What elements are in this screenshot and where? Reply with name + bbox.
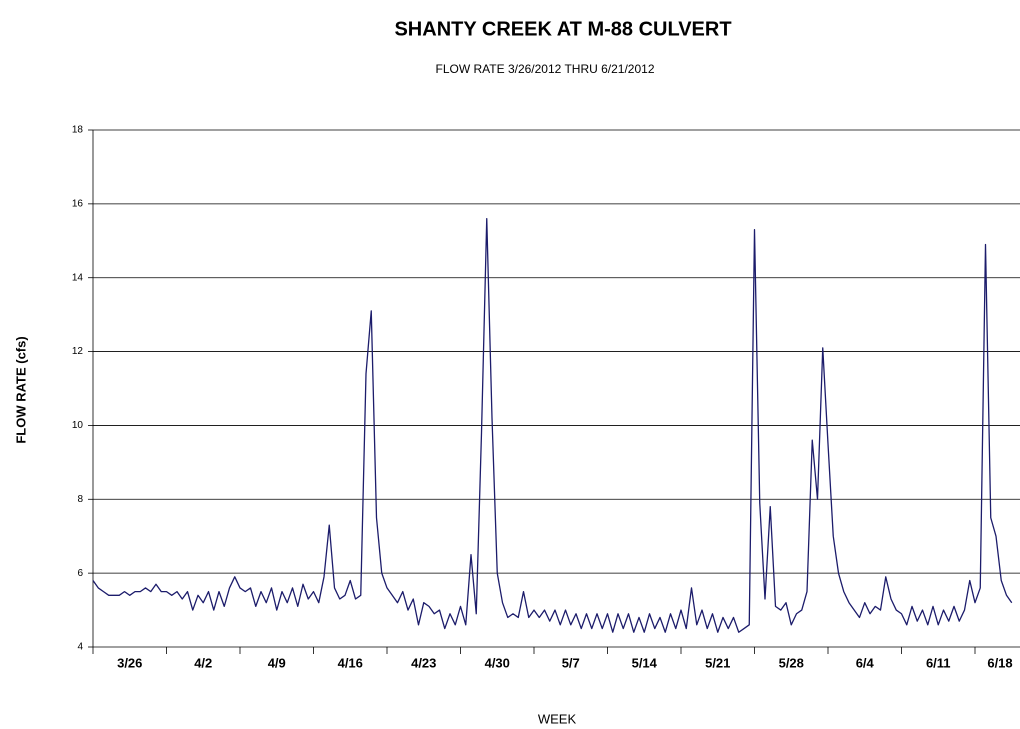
x-axis-label: WEEK [538,711,577,726]
y-tick-label: 12 [72,346,84,357]
x-tick-label: 5/7 [562,655,580,670]
y-tick-label: 4 [77,642,83,653]
y-tick-label: 6 [77,568,83,579]
x-tick-label: 4/23 [411,655,436,670]
y-tick-label: 18 [72,125,84,136]
x-tick-label: 6/18 [987,655,1012,670]
x-tick-label: 4/16 [338,655,363,670]
flow-line [92,217,1013,633]
x-tick-label: 4/9 [268,655,286,670]
x-tick-label: 5/21 [705,655,730,670]
y-axis-label: FLOW RATE (cfs) [13,336,28,443]
y-tick-label: 10 [72,420,84,431]
y-tick-label: 8 [77,494,83,505]
x-tick-label: 6/4 [856,655,875,670]
chart-subtitle: FLOW RATE 3/26/2012 THRU 6/21/2012 [436,62,655,76]
y-tick-label: 16 [72,198,84,209]
x-tick-label: 5/28 [779,655,804,670]
chart-title: SHANTY CREEK AT M-88 CULVERT [394,18,731,40]
x-tick-label: 4/2 [194,655,212,670]
x-tick-label: 3/26 [117,655,142,670]
x-tick-label: 6/11 [926,655,951,670]
x-tick-label: 5/14 [632,655,658,670]
x-tick-label: 4/30 [485,655,510,670]
y-tick-label: 14 [72,272,84,283]
